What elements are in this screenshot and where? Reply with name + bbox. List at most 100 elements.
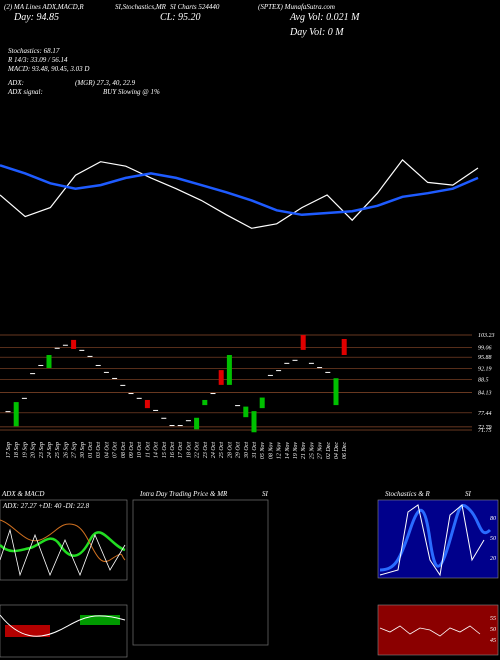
candle <box>62 344 68 346</box>
header-text: SI,Stochastics,MR <box>115 3 167 11</box>
candle <box>54 347 60 349</box>
x-tick-label: 19 Sep <box>22 442 28 458</box>
candle <box>95 364 101 366</box>
x-tick-label: 18 Sep <box>14 442 20 458</box>
panel-title: SI <box>465 490 472 498</box>
adx-label: ADX: <box>7 79 24 87</box>
close: CL: 95.20 <box>160 12 201 23</box>
x-tick-label: 14 Oct <box>153 442 160 458</box>
candle <box>144 399 150 409</box>
y-tick-label: 92.19 <box>478 366 492 372</box>
candle <box>13 402 19 427</box>
candle <box>276 370 282 372</box>
panel-title: SI <box>262 490 269 498</box>
x-tick-label: 28 Oct <box>227 442 233 458</box>
panel-title: ADX & MACD <box>1 490 44 498</box>
y-tick-label: 99.06 <box>478 346 492 352</box>
x-tick-label: 05 Nov <box>260 442 266 460</box>
indicator-line <box>0 159 479 229</box>
candle <box>87 355 93 357</box>
stat: MACD: 93.48, 90.45, 3.03 D <box>7 65 89 73</box>
intraday-panel <box>132 499 269 646</box>
candle <box>325 371 331 373</box>
x-tick-label: 08 Nov <box>268 442 274 460</box>
x-tick-label: 23 Oct <box>203 442 209 458</box>
panel-title: Intra Day Trading Price & MR <box>139 490 228 498</box>
candle <box>169 425 175 427</box>
rsi-panel <box>377 604 499 656</box>
x-tick-label: 06 Dec <box>342 442 348 459</box>
x-tick-label: 12 Nov <box>277 442 283 460</box>
candle <box>21 397 27 399</box>
rsi-level: 55 <box>490 616 496 622</box>
x-tick-label: 15 Oct <box>162 442 168 458</box>
x-tick-label: 29 Oct <box>236 442 242 458</box>
adx-panel <box>0 499 128 581</box>
candle <box>243 406 249 418</box>
rsi-level: 50 <box>490 627 496 633</box>
adx-text: ADX: 27.27 +DI: 40 -DI: 22.8 <box>2 502 90 510</box>
x-tick-label: 20 Sep <box>31 442 37 458</box>
x-tick-label: 18 Oct <box>186 442 192 458</box>
rsi-level: 45 <box>490 637 496 644</box>
x-tick-label: 17 Sep <box>6 442 12 458</box>
candle <box>46 355 52 368</box>
x-tick-label: 09 Oct <box>129 442 135 458</box>
stoch-line <box>379 504 485 577</box>
candle <box>112 377 118 379</box>
y-tick-label: 103.23 <box>478 333 495 339</box>
candle <box>218 370 224 385</box>
x-tick-label: 22 Oct <box>195 442 201 458</box>
candle <box>161 417 167 419</box>
x-tick-label: 02 Dec <box>326 442 332 459</box>
candle <box>194 417 200 430</box>
candle <box>177 425 183 427</box>
x-tick-label: 30 Sep <box>80 442 86 459</box>
y-tick-label: 95.88 <box>478 355 492 361</box>
stat: Stochastics: 68.17 <box>8 47 60 55</box>
candle <box>120 384 126 386</box>
candle <box>251 411 257 433</box>
candle <box>226 355 232 385</box>
candle <box>308 362 314 364</box>
candle <box>185 420 191 422</box>
header-text: (2) MA Lines ADX,MACD,R <box>4 3 84 11</box>
x-tick-label: 24 Sep <box>46 442 53 458</box>
di-line <box>0 519 126 563</box>
y-tick-label: 88.5 <box>478 377 489 383</box>
adx-line <box>0 531 126 557</box>
stoch-level: 20 <box>490 556 496 562</box>
x-tick-label: 17 Oct <box>178 442 184 458</box>
y-tick-label: 71.75 <box>478 428 492 434</box>
candle <box>210 393 216 395</box>
day: Day: 94.85 <box>13 12 59 23</box>
y-tick-label: 77.44 <box>478 410 492 417</box>
header-text: (SPTEX) MunafaSutra.com <box>258 3 335 11</box>
adx-signal-label: ADX signal: <box>7 88 43 96</box>
macd-histogram <box>5 615 120 637</box>
candle <box>267 374 273 376</box>
x-tick-label: 19 Nov <box>293 442 299 460</box>
x-tick-label: 31 Oct <box>252 442 258 459</box>
x-tick-label: 04 Dec <box>333 442 340 459</box>
x-tick-label: 08 Oct <box>121 442 127 458</box>
x-tick-label: 23 Sep <box>39 442 45 458</box>
x-tick-label: 01 Oct <box>88 442 94 458</box>
stoch-level: 50 <box>490 536 496 542</box>
candle <box>259 397 265 409</box>
candle <box>284 362 290 364</box>
x-tick-label: 11 Oct <box>145 442 151 458</box>
x-tick-label: 25 Nov <box>309 442 315 460</box>
candle <box>153 409 159 411</box>
x-tick-label: 21 Nov <box>301 442 307 460</box>
x-tick-label: 04 Oct <box>103 442 110 458</box>
candle <box>128 393 134 395</box>
candle <box>5 411 11 413</box>
x-tick-label: 07 Oct <box>113 442 119 458</box>
x-tick-label: 03 Oct <box>96 442 102 458</box>
x-tick-label: 25 Sep <box>55 442 61 458</box>
candle <box>79 349 85 351</box>
panel-title: Stochastics & R <box>385 490 430 498</box>
x-tick-label: 26 Sep <box>63 442 69 458</box>
x-tick-label: 27 Sep <box>72 442 78 458</box>
